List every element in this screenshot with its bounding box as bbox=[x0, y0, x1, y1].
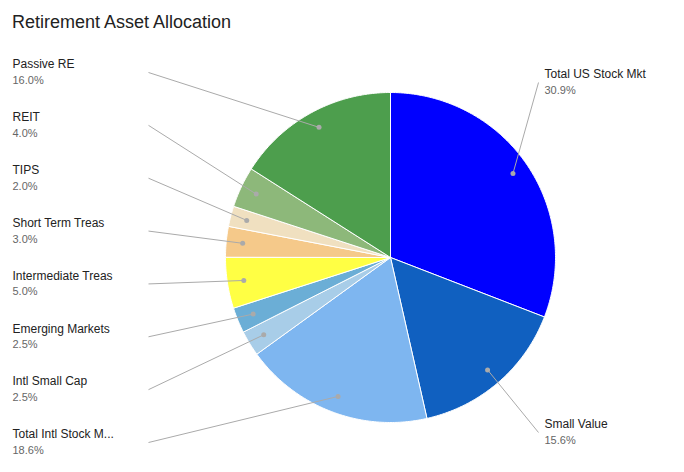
svg-text:4.0%: 4.0% bbox=[13, 127, 38, 139]
svg-text:30.9%: 30.9% bbox=[545, 84, 576, 96]
svg-text:Small Value: Small Value bbox=[545, 417, 608, 431]
svg-text:Intermediate Treas: Intermediate Treas bbox=[13, 269, 113, 283]
svg-text:3.0%: 3.0% bbox=[13, 233, 38, 245]
svg-text:TIPS: TIPS bbox=[13, 163, 40, 177]
html-text:Retirement Asset Allocation: Retirement Asset Allocation bbox=[12, 12, 232, 32]
svg-text:Intl Small Cap: Intl Small Cap bbox=[13, 374, 88, 388]
svg-text:2.5%: 2.5% bbox=[13, 338, 38, 350]
svg-text:15.6%: 15.6% bbox=[545, 434, 576, 446]
svg-text:Passive RE: Passive RE bbox=[13, 57, 75, 71]
svg-text:Short Term Treas: Short Term Treas bbox=[13, 216, 105, 230]
svg-text:16.0%: 16.0% bbox=[13, 74, 44, 86]
svg-text:18.6%: 18.6% bbox=[13, 444, 44, 456]
svg-text:5.0%: 5.0% bbox=[13, 285, 38, 297]
svg-text:Emerging Markets: Emerging Markets bbox=[13, 322, 110, 336]
svg-text:2.0%: 2.0% bbox=[13, 180, 38, 192]
svg-text:Total Intl Stock M...: Total Intl Stock M... bbox=[13, 427, 114, 441]
svg-text:2.5%: 2.5% bbox=[13, 391, 38, 403]
svg-text:REIT: REIT bbox=[13, 110, 41, 124]
svg-text:Total US Stock Mkt: Total US Stock Mkt bbox=[545, 67, 647, 81]
